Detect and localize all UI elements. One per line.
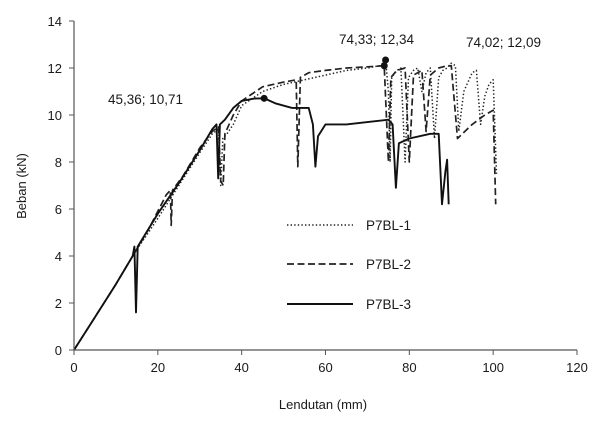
annotation-peak-p7bl-3: 45,36; 10,71 [108, 92, 183, 107]
y-tick-label: 10 [48, 108, 62, 123]
y-axis-title: Beban (kN) [14, 153, 29, 219]
x-tick-label: 60 [318, 360, 332, 375]
annotation-peak-p7bl-2: 74,02; 12,09 [466, 35, 541, 50]
series-line-p7bl-3 [73, 97, 450, 351]
x-tick-label: 40 [234, 360, 248, 375]
peak-marker [380, 62, 388, 70]
legend-label-p7bl-2: P7BL-2 [366, 257, 411, 272]
y-tick-label: 8 [55, 155, 62, 170]
legend-label-p7bl-1: P7BL-1 [366, 218, 411, 233]
x-axis-title: Lendutan (mm) [279, 397, 367, 412]
legend: P7BL-1 P7BL-2 P7BL-3 [287, 218, 411, 312]
x-tick-label: 80 [402, 360, 416, 375]
y-tick-label: 4 [55, 249, 62, 264]
ticks-layer: 0 20 40 60 80 100 120 0 2 4 6 8 10 12 14 [48, 14, 588, 375]
x-tick-label: 100 [482, 360, 504, 375]
series-layer [73, 59, 498, 351]
y-tick-label: 12 [48, 61, 62, 76]
annotation-peak-p7bl-1: 74,33; 12,34 [339, 32, 415, 47]
y-tick-label: 2 [55, 296, 62, 311]
y-tick-label: 6 [55, 202, 62, 217]
peak-marker [260, 94, 268, 102]
x-tick-label: 20 [151, 360, 165, 375]
y-tick-label: 0 [55, 343, 62, 358]
series-line-p7bl-2 [73, 64, 497, 351]
peak-marker [382, 56, 390, 64]
marker-layer [260, 56, 390, 102]
x-tick-label: 0 [70, 360, 77, 375]
legend-label-p7bl-3: P7BL-3 [366, 297, 411, 312]
y-tick-label: 14 [48, 14, 62, 29]
x-tick-label: 120 [566, 360, 588, 375]
